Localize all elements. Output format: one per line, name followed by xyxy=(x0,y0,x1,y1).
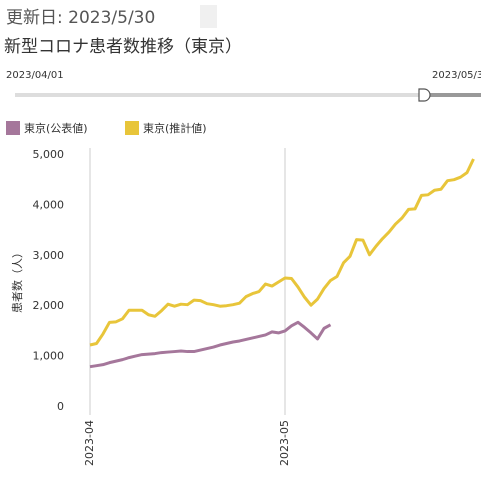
legend-label: 東京(推計値) xyxy=(143,121,207,135)
x-tick-label: 2023-05 xyxy=(278,420,291,466)
y-tick-label: 2,000 xyxy=(33,299,65,312)
legend-swatch xyxy=(125,121,139,135)
series-line xyxy=(89,158,475,347)
slider-end: 2023/05/3 xyxy=(432,70,481,81)
updated-date: 更新日: 2023/5/30 xyxy=(6,8,155,28)
y-tick-label: 3,000 xyxy=(33,249,65,262)
y-tick-label: 0 xyxy=(57,400,64,413)
y-tick-label: 1,000 xyxy=(33,350,65,363)
series-line xyxy=(89,320,332,369)
y-axis-label: 患者数（人） xyxy=(11,247,24,313)
legend-label: 東京(公表値) xyxy=(24,121,88,135)
y-tick-label: 5,000 xyxy=(33,148,65,161)
legend-swatch xyxy=(6,121,20,135)
x-tick-label: 2023-04 xyxy=(83,420,96,466)
slider-start: 2023/04/01 xyxy=(6,70,64,81)
chart-title: 新型コロナ患者数推移（東京） xyxy=(4,37,242,57)
y-tick-label: 4,000 xyxy=(33,198,65,211)
slider-handle[interactable] xyxy=(418,88,431,102)
placeholder-box xyxy=(200,5,217,28)
